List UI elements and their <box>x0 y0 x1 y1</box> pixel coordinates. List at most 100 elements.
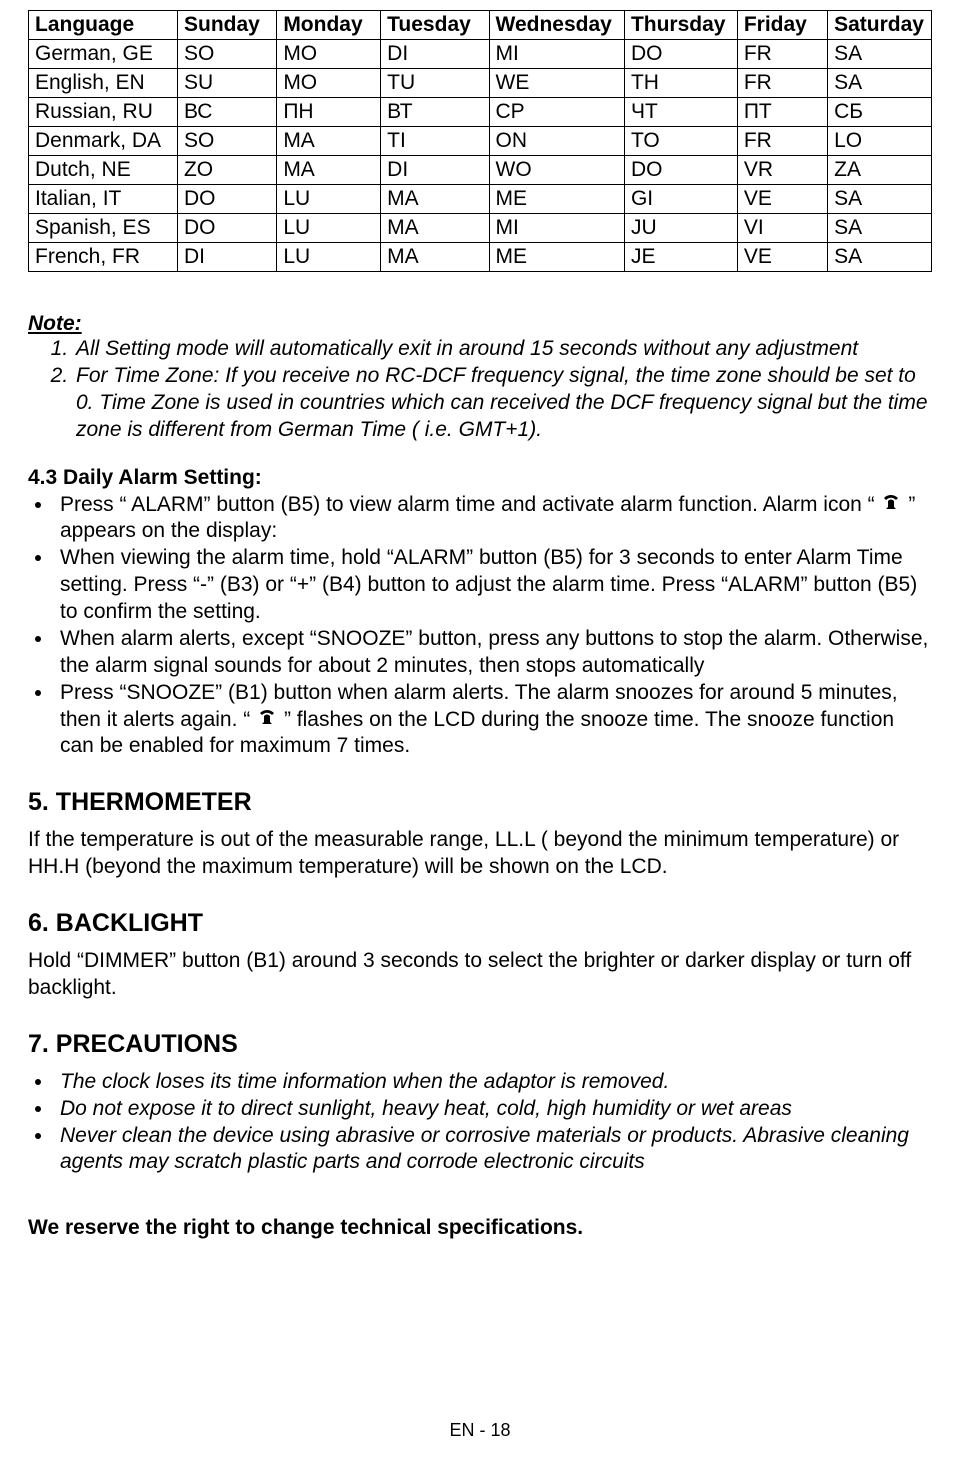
alarm-item: Press “SNOOZE” (B1) button when alarm al… <box>54 680 932 761</box>
table-cell: FR <box>737 127 827 156</box>
table-row: Denmark, DASOMATIONTOFRLO <box>29 127 932 156</box>
table-header: Language <box>29 11 178 40</box>
table-cell: MA <box>277 156 381 185</box>
table-cell: SA <box>828 69 932 98</box>
backlight-heading: 6. BACKLIGHT <box>28 909 932 938</box>
table-cell: MA <box>381 243 489 272</box>
table-cell: SA <box>828 214 932 243</box>
table-cell: ВТ <box>381 98 489 127</box>
table-header: Friday <box>737 11 827 40</box>
table-cell: Denmark, DA <box>29 127 178 156</box>
table-cell: English, EN <box>29 69 178 98</box>
precautions-item: Do not expose it to direct sunlight, hea… <box>54 1096 932 1123</box>
table-cell: MI <box>489 40 624 69</box>
table-cell: ВС <box>177 98 276 127</box>
table-cell: FR <box>737 40 827 69</box>
note-heading: Note: <box>28 312 932 336</box>
table-header: Wednesday <box>489 11 624 40</box>
table-cell: DO <box>624 40 737 69</box>
table-cell: MA <box>381 214 489 243</box>
table-cell: LU <box>277 214 381 243</box>
table-row: French, FRDILUMAMEJEVESA <box>29 243 932 272</box>
table-cell: ME <box>489 185 624 214</box>
table-cell: SA <box>828 243 932 272</box>
table-row: German, GESOMODIMIDOFRSA <box>29 40 932 69</box>
table-cell: DI <box>381 40 489 69</box>
table-cell: Italian, IT <box>29 185 178 214</box>
table-cell: ПН <box>277 98 381 127</box>
table-cell: SA <box>828 40 932 69</box>
table-cell: VI <box>737 214 827 243</box>
table-cell: MO <box>277 40 381 69</box>
table-cell: JE <box>624 243 737 272</box>
table-cell: MO <box>277 69 381 98</box>
table-cell: LU <box>277 185 381 214</box>
note-item: All Setting mode will automatically exit… <box>74 336 932 363</box>
table-cell: SA <box>828 185 932 214</box>
alarm-item: When alarm alerts, except “SNOOZE” butto… <box>54 626 932 680</box>
table-cell: MI <box>489 214 624 243</box>
precautions-list: The clock loses its time information whe… <box>28 1069 932 1177</box>
note-item: For Time Zone: If you receive no RC-DCF … <box>74 363 932 444</box>
table-cell: DO <box>177 185 276 214</box>
table-cell: GI <box>624 185 737 214</box>
alarm-bell-icon <box>880 492 902 519</box>
table-header: Thursday <box>624 11 737 40</box>
table-cell: SO <box>177 40 276 69</box>
table-cell: DI <box>381 156 489 185</box>
table-cell: MA <box>277 127 381 156</box>
manual-page: LanguageSundayMondayTuesdayWednesdayThur… <box>0 0 960 1465</box>
table-cell: MA <box>381 185 489 214</box>
table-cell: JU <box>624 214 737 243</box>
table-row: Dutch, NEZOMADIWODOVRZA <box>29 156 932 185</box>
alarm-item: When viewing the alarm time, hold “ALARM… <box>54 545 932 626</box>
table-cell: FR <box>737 69 827 98</box>
table-cell: VR <box>737 156 827 185</box>
table-cell: DO <box>177 214 276 243</box>
table-row: Russian, RUВСПНВТСРЧТПТСБ <box>29 98 932 127</box>
table-cell: VE <box>737 185 827 214</box>
alarm-item: Press “ ALARM” button (B5) to view alarm… <box>54 492 932 546</box>
table-cell: Dutch, NE <box>29 156 178 185</box>
table-cell: LO <box>828 127 932 156</box>
table-cell: French, FR <box>29 243 178 272</box>
precautions-item: Never clean the device using abrasive or… <box>54 1123 932 1177</box>
table-cell: VE <box>737 243 827 272</box>
table-cell: WE <box>489 69 624 98</box>
table-cell: DI <box>177 243 276 272</box>
note-list: All Setting mode will automatically exit… <box>28 336 932 444</box>
backlight-body: Hold “DIMMER” button (B1) around 3 secon… <box>28 948 932 1002</box>
table-cell: ON <box>489 127 624 156</box>
table-header: Monday <box>277 11 381 40</box>
table-cell: ZA <box>828 156 932 185</box>
alarm-bell-icon <box>256 707 278 734</box>
table-row: Italian, ITDOLUMAMEGIVESA <box>29 185 932 214</box>
table-cell: SU <box>177 69 276 98</box>
alarm-heading: 4.3 Daily Alarm Setting: <box>28 466 932 490</box>
table-cell: TU <box>381 69 489 98</box>
precautions-heading: 7. PRECAUTIONS <box>28 1030 932 1059</box>
reserve-rights: We reserve the right to change technical… <box>28 1216 932 1240</box>
table-cell: TO <box>624 127 737 156</box>
alarm-list: Press “ ALARM” button (B5) to view alarm… <box>28 492 932 761</box>
table-header: Sunday <box>177 11 276 40</box>
table-cell: Russian, RU <box>29 98 178 127</box>
table-cell: ЧТ <box>624 98 737 127</box>
table-header: Tuesday <box>381 11 489 40</box>
table-cell: TI <box>381 127 489 156</box>
precautions-item: The clock loses its time information whe… <box>54 1069 932 1096</box>
page-number: EN - 18 <box>0 1420 960 1441</box>
alarm-text: Press “ ALARM” button (B5) to view alarm… <box>60 493 880 516</box>
table-cell: СБ <box>828 98 932 127</box>
table-cell: TH <box>624 69 737 98</box>
table-cell: DO <box>624 156 737 185</box>
table-cell: ПТ <box>737 98 827 127</box>
table-cell: LU <box>277 243 381 272</box>
table-cell: German, GE <box>29 40 178 69</box>
table-row: Spanish, ESDOLUMAMIJUVISA <box>29 214 932 243</box>
table-cell: ZO <box>177 156 276 185</box>
table-row: English, ENSUMOTUWETHFRSA <box>29 69 932 98</box>
table-cell: SO <box>177 127 276 156</box>
table-cell: СР <box>489 98 624 127</box>
thermometer-heading: 5. THERMOMETER <box>28 788 932 817</box>
